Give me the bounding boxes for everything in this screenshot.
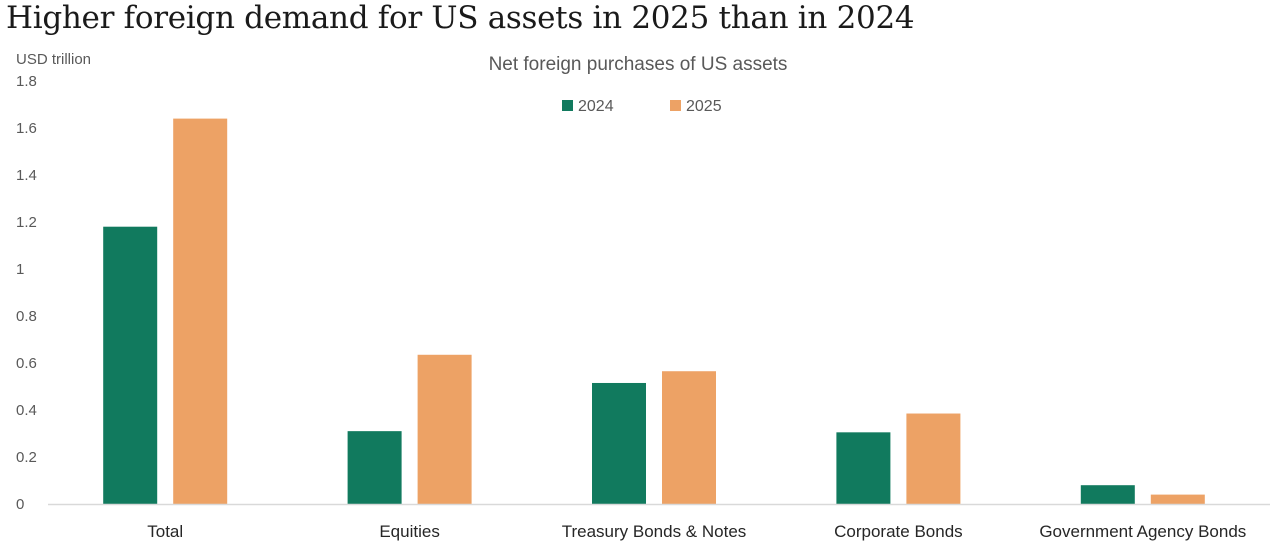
bar-2025-government-agency-bonds bbox=[1150, 494, 1205, 504]
y-tick-label: 0.2 bbox=[16, 449, 37, 466]
y-tick-label: 0.8 bbox=[16, 308, 37, 325]
x-tick-label: Total bbox=[147, 522, 183, 541]
x-tick-label: Equities bbox=[379, 522, 439, 541]
y-tick-label: 0.6 bbox=[16, 355, 37, 372]
y-tick-label: 1.6 bbox=[16, 120, 37, 137]
bar-2024-total bbox=[103, 226, 158, 504]
legend-label-2024: 2024 bbox=[578, 98, 614, 115]
y-tick-label: 1.8 bbox=[16, 73, 37, 90]
bar-2024-treasury-bonds-notes bbox=[592, 382, 646, 504]
x-axis-ticks: Total Equities Treasury Bonds & Notes Corpo… bbox=[147, 522, 1246, 541]
y-tick-label: 0.4 bbox=[16, 402, 37, 419]
legend-swatch-2025 bbox=[670, 100, 681, 111]
bar-2024-government-agency-bonds bbox=[1080, 485, 1135, 504]
bar-2024-corporate-bonds bbox=[836, 432, 891, 504]
bars bbox=[103, 118, 1205, 504]
legend-swatch-2024 bbox=[562, 100, 573, 111]
x-tick-label: Treasury Bonds & Notes bbox=[562, 522, 747, 541]
bar-2024-equities bbox=[347, 431, 402, 504]
y-tick-label: 0 bbox=[16, 496, 24, 513]
x-tick-label: Corporate Bonds bbox=[834, 522, 963, 541]
y-axis-ticks: 0 0.2 0.4 0.6 0.8 1 1.2 1.4 1.6 1.8 bbox=[16, 73, 37, 513]
bar-2025-total bbox=[173, 118, 228, 504]
y-tick-label: 1.4 bbox=[16, 167, 37, 184]
bar-2025-equities bbox=[417, 354, 472, 504]
legend-label-2025: 2025 bbox=[686, 98, 722, 115]
headline: Higher foreign demand for US assets in 2… bbox=[6, 0, 915, 36]
y-tick-label: 1 bbox=[16, 261, 24, 278]
legend: 2024 2025 bbox=[562, 98, 722, 115]
bar-2025-corporate-bonds bbox=[906, 413, 961, 504]
y-tick-label: 1.2 bbox=[16, 214, 37, 231]
x-tick-label: Government Agency Bonds bbox=[1039, 522, 1246, 541]
y-axis-label: USD trillion bbox=[16, 51, 91, 68]
chart-title: Net foreign purchases of US assets bbox=[489, 54, 788, 75]
bar-2025-treasury-bonds-notes bbox=[662, 371, 716, 504]
